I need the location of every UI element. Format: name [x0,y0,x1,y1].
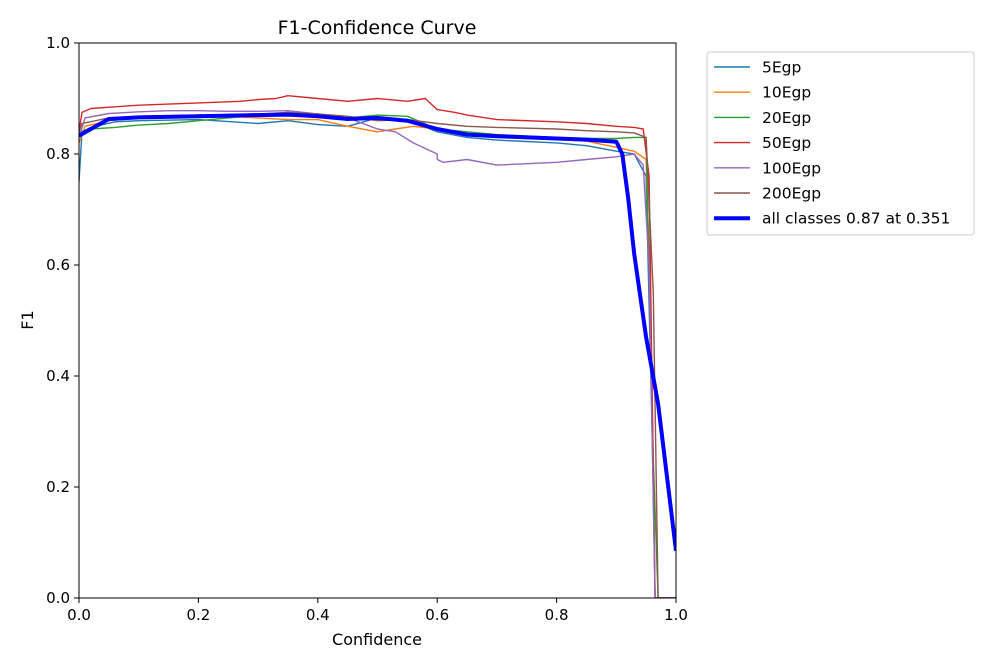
legend-label: 10Egp [762,84,811,102]
y-tick-label: 0.8 [46,145,70,163]
x-axis: 0.0 0.2 0.4 0.6 0.8 1.0 [67,598,688,624]
legend-label: 100Egp [762,159,821,177]
y-tick-label: 0.6 [46,256,70,274]
x-tick-label: 0.4 [306,606,330,624]
y-tick-label: 0.2 [46,478,70,496]
series-line-7 [79,112,676,552]
chart-title: F1-Confidence Curve [278,17,477,39]
legend: 5Egp 10Egp 20Egp 50Egp 100Egp 200Egp all class… [706,51,975,236]
series-line-4 [79,95,676,598]
x-tick-label: 1.0 [664,606,688,624]
series-layer [79,95,676,598]
legend-label: all classes 0.87 at 0.351 [762,210,950,228]
y-axis-label: F1 [18,310,37,329]
x-tick-label: 0.6 [425,606,449,624]
legend-label: 20Egp [762,109,811,127]
plot-area [78,42,677,599]
legend-frame [706,51,975,236]
legend-items: 5Egp 10Egp 20Egp 50Egp 100Egp 200Egp all class… [714,59,950,228]
y-tick-label: 1.0 [46,34,70,52]
series-line-3 [79,111,676,598]
series-line-5 [79,110,676,598]
x-tick-label: 0.0 [67,606,91,624]
legend-label: 50Egp [762,134,811,152]
plot-frame [79,43,676,598]
y-tick-label: 0.0 [46,589,70,607]
legend-label: 200Egp [762,185,821,203]
x-tick-label: 0.2 [186,606,210,624]
y-axis: 0.0 0.2 0.4 0.6 0.8 1.0 [46,34,79,607]
legend-label: 5Egp [762,59,801,77]
x-tick-label: 0.8 [545,606,569,624]
x-axis-label: Confidence [332,630,422,649]
y-tick-label: 0.4 [46,367,70,385]
axes-border [78,42,677,599]
